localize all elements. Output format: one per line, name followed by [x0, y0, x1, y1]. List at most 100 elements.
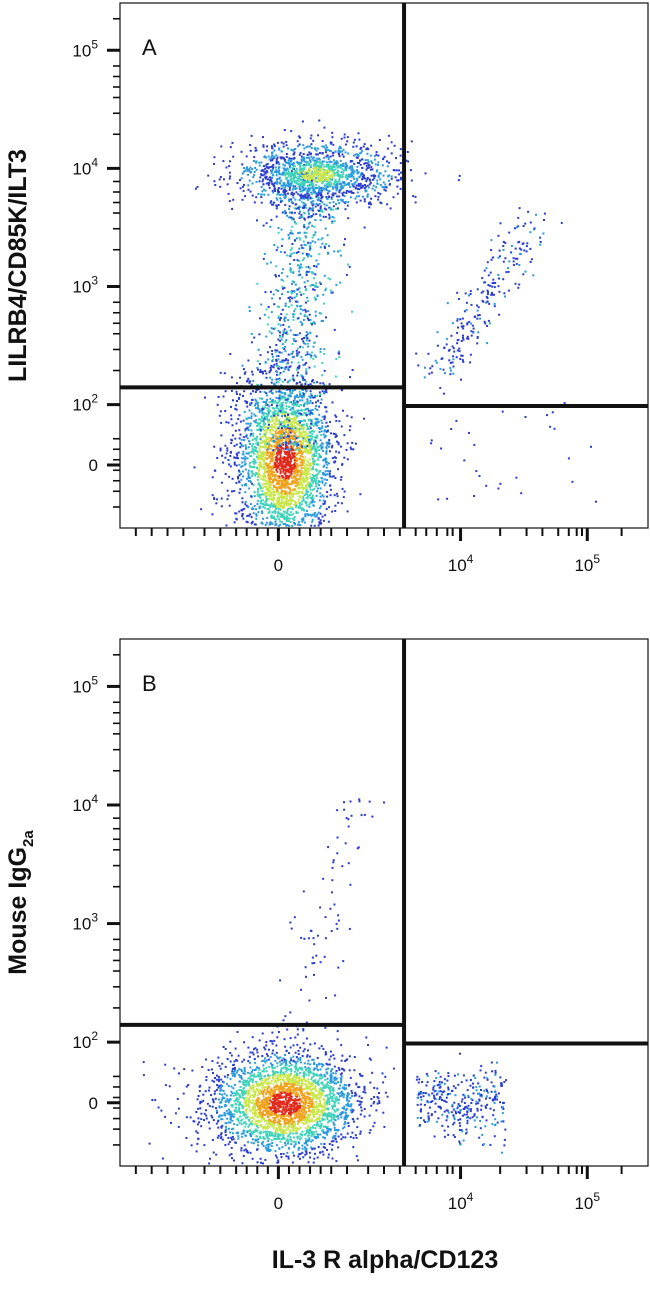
event-dot	[297, 145, 300, 148]
event-dot	[350, 190, 353, 193]
event-dot	[508, 260, 511, 263]
event-dot	[313, 167, 316, 170]
event-dot	[214, 184, 217, 186]
event-dot	[325, 446, 328, 449]
event-dot	[270, 381, 273, 384]
event-dot	[303, 217, 306, 220]
event-dot	[324, 174, 327, 177]
event-dot	[316, 168, 318, 171]
event-dot	[300, 404, 303, 406]
event-dot	[307, 409, 310, 412]
event-dot	[383, 155, 386, 158]
event-dot	[303, 243, 306, 246]
event-dot	[231, 439, 233, 442]
event-dot	[514, 257, 517, 260]
event-dot	[323, 369, 326, 372]
event-dot	[298, 490, 301, 493]
event-dot	[283, 497, 286, 500]
event-dot	[295, 187, 298, 190]
event-dot	[255, 449, 258, 452]
event-dot	[334, 375, 337, 378]
event-dot	[236, 400, 238, 402]
event-dot	[307, 241, 310, 244]
event-dot	[276, 448, 279, 451]
event-dot	[446, 497, 449, 500]
event-dot	[264, 433, 267, 436]
event-dot	[261, 406, 264, 409]
event-dot	[289, 506, 292, 509]
event-dot	[304, 446, 307, 449]
event-dot	[260, 499, 263, 502]
event-dot	[264, 466, 266, 469]
event-dot	[346, 140, 349, 143]
event-dot	[277, 187, 280, 189]
event-dot	[268, 371, 271, 374]
event-dot	[318, 507, 321, 510]
event-dot	[314, 180, 317, 183]
event-dot	[442, 392, 445, 395]
event-dot	[303, 181, 306, 184]
event-dot	[356, 162, 359, 164]
event-dot	[255, 160, 258, 163]
event-dot	[490, 293, 493, 296]
event-dot	[225, 166, 228, 169]
event-dot	[319, 444, 322, 447]
event-dot	[301, 252, 304, 255]
event-dot	[306, 437, 309, 440]
event-dot	[261, 180, 264, 183]
event-dot	[282, 190, 285, 193]
event-dot	[271, 158, 274, 161]
event-dot	[281, 211, 284, 214]
event-dot	[328, 201, 331, 204]
event-dot	[293, 259, 296, 261]
event-dot	[478, 475, 481, 477]
event-dot	[271, 176, 274, 179]
event-dot	[260, 173, 263, 176]
event-dot	[305, 196, 308, 199]
event-dot	[305, 422, 308, 425]
event-dot	[315, 149, 318, 152]
event-dot	[315, 434, 318, 437]
event-dot	[303, 195, 306, 198]
event-dot	[317, 479, 320, 482]
event-dot	[321, 163, 324, 166]
event-dot	[294, 522, 297, 525]
event-dot	[298, 186, 301, 189]
event-dot	[243, 372, 246, 375]
event-dot	[338, 356, 341, 359]
event-dot	[341, 388, 344, 391]
event-dot	[286, 214, 288, 217]
event-dot	[291, 282, 293, 285]
event-dot	[263, 434, 266, 437]
event-dot	[327, 185, 330, 188]
event-dot	[539, 240, 542, 243]
event-dot	[284, 174, 287, 177]
event-dot	[316, 165, 319, 168]
event-dot	[271, 159, 274, 162]
event-dot	[316, 294, 319, 297]
event-dot	[267, 437, 270, 440]
event-dot	[232, 399, 234, 402]
event-dot	[250, 432, 253, 435]
event-dot	[285, 398, 288, 401]
event-dot	[342, 155, 345, 158]
event-dot	[327, 170, 330, 173]
event-dot	[270, 332, 273, 335]
event-dot	[278, 425, 281, 428]
event-dot	[347, 152, 350, 155]
event-dot	[251, 398, 254, 401]
event-dot	[255, 400, 258, 402]
event-dot	[286, 483, 289, 486]
event-dot	[305, 497, 308, 500]
event-dot	[336, 195, 339, 198]
event-dot	[307, 434, 310, 437]
event-dot	[297, 521, 300, 524]
event-dot	[322, 171, 325, 174]
event-dot	[251, 466, 254, 469]
event-dot	[272, 488, 275, 491]
event-dot	[351, 369, 354, 371]
event-dot	[307, 319, 310, 322]
event-dot	[292, 480, 295, 483]
event-dot	[381, 164, 384, 167]
event-dot	[281, 428, 284, 431]
